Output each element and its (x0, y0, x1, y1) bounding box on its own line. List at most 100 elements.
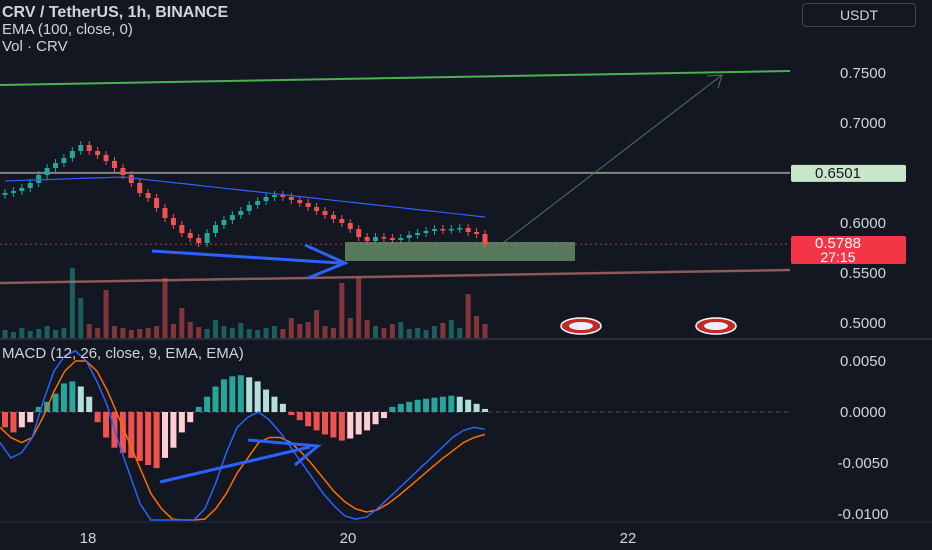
macd-histogram-bar (414, 399, 421, 412)
volume-bar (482, 324, 488, 338)
macd-histogram-bar (330, 412, 337, 438)
candle-body (204, 233, 210, 243)
candle-body (154, 198, 160, 208)
macd-histogram-bar (60, 383, 67, 412)
macd-histogram-bar (380, 412, 387, 419)
time-tick-label: 22 (620, 530, 637, 547)
volume-bar (381, 328, 387, 338)
macd-histogram-bar (220, 379, 227, 412)
volume-bar (69, 268, 75, 338)
volume-bar (406, 329, 412, 338)
candle-body (170, 218, 176, 225)
candle-body (474, 232, 480, 234)
volume-bar (339, 283, 345, 338)
candle-body (36, 175, 42, 183)
candle-body (330, 215, 336, 219)
macd-histogram-bar (364, 412, 371, 431)
macd-histogram-bar (482, 408, 488, 412)
volume-bar (145, 328, 151, 338)
volume-bar (263, 328, 269, 338)
event-flag-inner (704, 322, 728, 330)
volume-bar (356, 278, 362, 338)
volume-bar (465, 294, 471, 338)
macd-histogram-bar (86, 396, 93, 412)
volume-bar (154, 326, 160, 338)
price-arrow-head (304, 243, 349, 280)
macd-histogram-bar (103, 412, 110, 438)
volume-bar (27, 331, 33, 338)
macd-histogram-bar (153, 412, 160, 469)
candle-body (482, 234, 488, 245)
candle-body (322, 211, 328, 215)
macd-histogram-bar (372, 412, 379, 425)
volume-bar (187, 322, 193, 338)
resistance-trendline (0, 70, 791, 86)
candle-body (69, 151, 75, 158)
candle-body (406, 235, 412, 238)
volume-bar (364, 320, 370, 338)
candle-body (431, 229, 437, 231)
symbol-title[interactable]: CRV / TetherUS, 1h, BINANCE (2, 4, 229, 21)
macd-histogram-bar (35, 406, 42, 412)
ema-legend[interactable]: EMA (100, close, 0) (2, 21, 133, 38)
volume-bar (204, 329, 210, 338)
volume-legend[interactable]: Vol · CRV (2, 38, 68, 55)
macd-histogram-bar (52, 393, 59, 412)
macd-arrow-head (247, 438, 322, 467)
candle-body (213, 225, 219, 233)
macd-histogram-bar (77, 386, 84, 412)
macd-histogram-bar (10, 412, 17, 433)
candle-body (423, 231, 429, 233)
event-flag-inner (569, 322, 593, 330)
price-tick-label: 0.6000 (840, 215, 886, 232)
time-tick-label: 18 (80, 530, 97, 547)
volume-bar (347, 318, 353, 338)
currency-button[interactable]: USDT (802, 3, 916, 27)
candle-body (128, 175, 134, 183)
level-price-label: 0.6501 (815, 165, 861, 182)
candle-body (440, 229, 446, 231)
candle-body (103, 155, 109, 161)
macd-histogram-bar (136, 412, 143, 461)
macd-histogram-bar (170, 412, 177, 448)
volume-bar (297, 324, 303, 338)
volume-bar (103, 290, 109, 338)
macd-histogram-bar (439, 396, 446, 412)
candle-body (187, 233, 193, 238)
projection-line (502, 74, 723, 244)
macd-histogram-bar (18, 412, 25, 428)
candle-body (415, 233, 421, 235)
macd-histogram-bar (338, 412, 345, 441)
volume-bar (36, 329, 42, 338)
candle-body (2, 193, 8, 195)
macd-histogram-bar (204, 396, 211, 412)
macd-arrow-line (159, 445, 311, 484)
candle-body (61, 158, 67, 163)
candle-body (297, 200, 303, 203)
candle-body (373, 237, 379, 241)
volume-bar (440, 323, 446, 338)
macd-histogram-bar (406, 401, 413, 412)
macd-histogram-bar (246, 377, 253, 412)
volume-bar (373, 326, 379, 338)
candle-body (280, 195, 286, 197)
macd-histogram-bar (448, 395, 455, 412)
volume-bar (213, 320, 219, 338)
macd-histogram-bar (263, 389, 270, 412)
candle-body (19, 188, 25, 191)
volume-bar (2, 330, 8, 338)
macd-histogram-bar (212, 386, 219, 412)
volume-bar (330, 328, 336, 338)
volume-bar (423, 330, 429, 338)
macd-histogram-bar (397, 403, 404, 412)
volume-bar (53, 330, 59, 338)
candle-body (389, 238, 395, 240)
macd-histogram-bar (271, 396, 278, 412)
candle-body (221, 220, 227, 225)
volume-bar (61, 328, 67, 338)
macd-legend[interactable]: MACD (12, 26, close, 9, EMA, EMA) (2, 345, 244, 362)
volume-bar (170, 324, 176, 338)
macd-histogram-bar (296, 412, 303, 421)
macd-histogram-bar (27, 412, 34, 423)
